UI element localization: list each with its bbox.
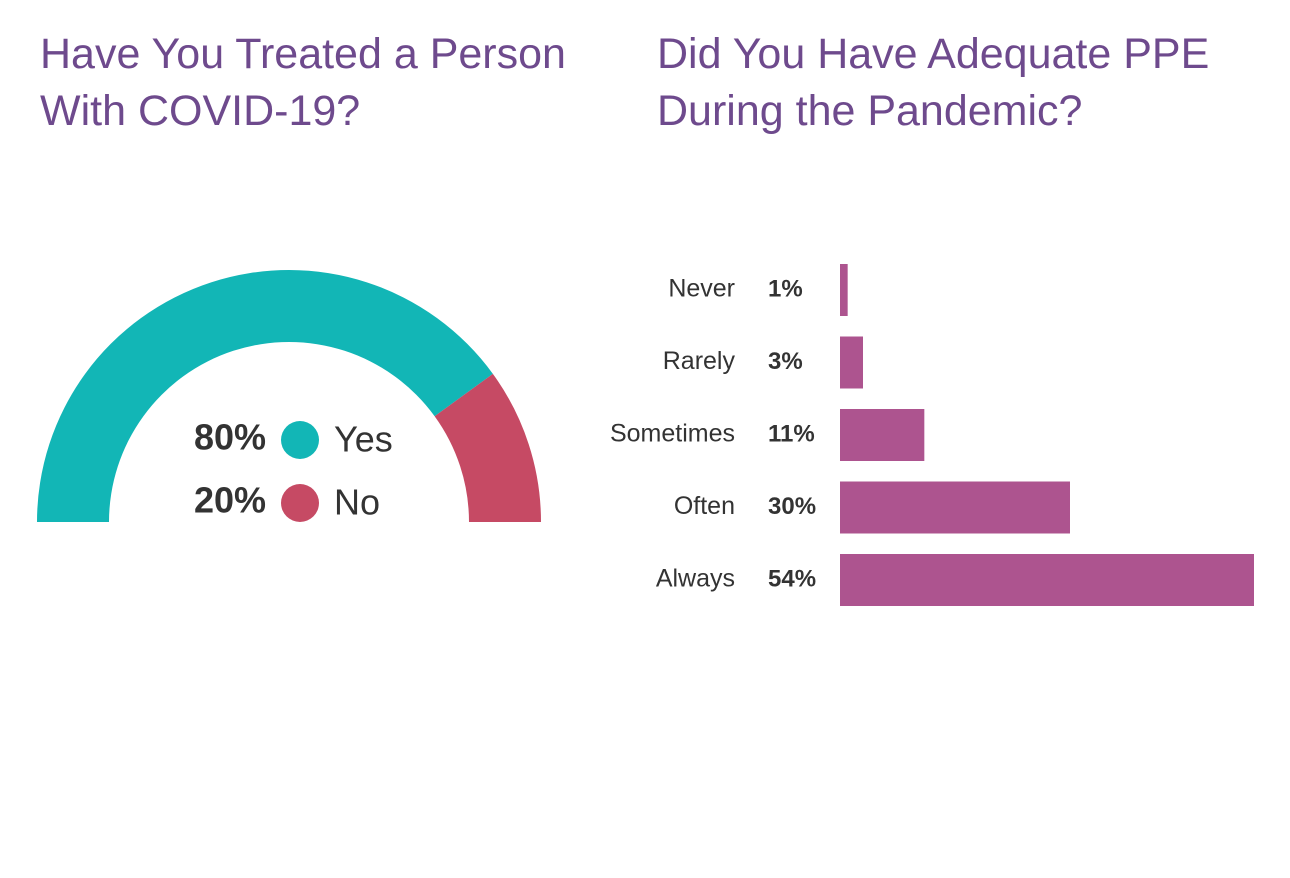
bar (840, 264, 848, 316)
value-label: 1% (768, 275, 803, 302)
bar (840, 336, 863, 389)
bar (840, 481, 1070, 534)
legend-label: Yes (334, 419, 393, 460)
bar (840, 554, 1254, 606)
value-label: 30% (768, 493, 816, 520)
pie-segment (434, 373, 541, 522)
value-label: 20% (194, 480, 266, 521)
value-label: 80% (194, 417, 266, 458)
category-label: Never (668, 275, 735, 303)
chart-title: Have You Treated a Person With COVID-19? (40, 30, 566, 135)
value-label: 54% (768, 565, 816, 592)
category-label: Sometimes (610, 420, 735, 448)
chart-title: Did You Have Adequate PPE During the Pan… (657, 30, 1210, 135)
legend-marker (281, 484, 319, 522)
category-label: Often (674, 492, 735, 520)
legend-label: No (334, 482, 380, 523)
category-label: Rarely (663, 347, 736, 375)
bar (840, 409, 925, 461)
category-label: Always (656, 565, 735, 593)
value-label: 11% (768, 420, 815, 447)
value-label: 3% (768, 348, 803, 375)
legend-marker (281, 421, 319, 459)
pie-segment (37, 270, 493, 522)
